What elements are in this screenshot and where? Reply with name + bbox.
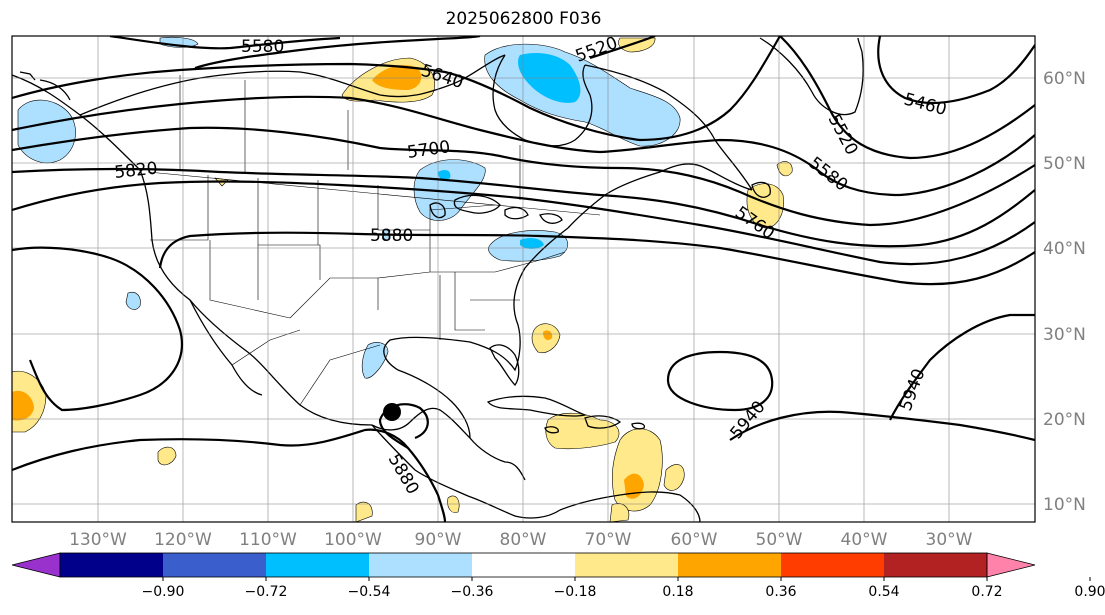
- colorbar-segment: [60, 553, 164, 577]
- contour-5820: [12, 180, 1035, 266]
- lon-label: 40°W: [841, 530, 888, 550]
- colorbar-segment: [678, 553, 782, 577]
- height-contours: [12, 36, 1035, 522]
- lon-label: 80°W: [500, 530, 547, 550]
- lat-label: 10°N: [1043, 495, 1086, 515]
- lon-label: 60°W: [671, 530, 718, 550]
- contour-5520-right: [589, 36, 656, 60]
- lat-label: 30°N: [1043, 325, 1086, 345]
- colorbar-segment: [369, 553, 473, 577]
- lon-label: 30°W: [926, 530, 973, 550]
- contour-5580-top: [109, 36, 341, 50]
- map-frame: [11, 35, 1036, 523]
- neg-anomaly-greatlakes-core: [438, 170, 451, 180]
- lon-label: 70°W: [585, 530, 632, 550]
- map-title: 2025062800 F036: [445, 9, 602, 29]
- colorbar-tick-label: 0.72: [971, 584, 1002, 600]
- pos-anomaly-canada-core: [372, 65, 422, 90]
- lon-label: 110°W: [239, 530, 297, 550]
- contour-5520-left: [194, 36, 481, 70]
- map-area: [12, 36, 1035, 522]
- contour-5760: [12, 167, 1035, 248]
- colorbar-tick-label: 0.36: [765, 584, 796, 600]
- colorbar-under-extension: [11, 552, 61, 578]
- contour-5700: [12, 126, 1035, 227]
- latitude-labels: 60°N 50°N 40°N 30°N 20°N 10°N: [1043, 69, 1086, 515]
- neg-anomaly-gulf: [361, 342, 389, 379]
- lon-label: 120°W: [154, 530, 212, 550]
- lon-label: 130°W: [69, 530, 127, 550]
- pos-anomaly-eastpac-core: [12, 390, 34, 421]
- lat-label: 40°N: [1043, 239, 1086, 259]
- neg-anomaly-pacific: [125, 291, 141, 310]
- lon-label: 100°W: [324, 530, 382, 550]
- colorbar-tick-label: −0.90: [142, 584, 185, 600]
- contour-5880-lower: [12, 428, 447, 522]
- contour-5940-right: [889, 313, 1035, 421]
- colorbar-tick-label: −0.72: [245, 584, 288, 600]
- pos-anomaly-pac2: [157, 446, 177, 466]
- contour-label: 5580: [241, 37, 284, 57]
- pos-anomaly-lesser-antilles: [663, 464, 685, 491]
- contour-5940-low: [729, 410, 1035, 442]
- pos-anomaly-newfoundland: [746, 183, 784, 229]
- contour-5940-ring: [666, 350, 774, 412]
- contour-5580-east: [12, 95, 1035, 197]
- colorbar-over-extension: [986, 552, 1036, 578]
- colorbar-tick-label: 0.90: [1074, 584, 1105, 600]
- contour-label: 5820: [113, 159, 158, 183]
- colorbar-segment: [575, 553, 679, 577]
- colorbar-segment: [163, 553, 267, 577]
- political-borders: [147, 75, 601, 406]
- lat-label: 50°N: [1043, 154, 1086, 174]
- colorbar-segment: [472, 553, 576, 577]
- colorbar-tick-label: −0.36: [451, 584, 494, 600]
- colorbar-tick-label: 0.18: [662, 584, 693, 600]
- pos-anomaly-venezuela: [611, 428, 663, 512]
- longitude-labels: 130°W 120°W 110°W 100°W 90°W 80°W 70°W 6…: [69, 530, 973, 550]
- pos-anomaly-bahamas-core: [543, 330, 553, 340]
- pos-anomaly-greenland: [618, 37, 656, 53]
- graticule: [12, 36, 1035, 522]
- contour-5880: [158, 231, 1035, 286]
- colorbar-tick-label: 0.54: [868, 584, 899, 600]
- contour-5520-east: [779, 36, 1035, 160]
- contour-5880-south: [12, 246, 183, 412]
- lat-label: 20°N: [1043, 410, 1086, 430]
- colorbar: −0.90 −0.72 −0.54 −0.36 −0.18 0.18 0.36 0.54 0.7…: [11, 552, 1105, 600]
- pos-anomaly-atl-small: [776, 161, 793, 177]
- lon-label: 90°W: [415, 530, 462, 550]
- pos-anomaly-sa2: [355, 501, 373, 522]
- colorbar-segment: [266, 553, 370, 577]
- colorbar-segment: [781, 553, 885, 577]
- lat-label: 60°N: [1043, 69, 1086, 89]
- contour-label: 5880: [370, 226, 413, 246]
- coastlines: [12, 37, 864, 522]
- anomaly-shading: [12, 36, 793, 522]
- contour-5640: [12, 36, 781, 142]
- lon-label: 50°W: [756, 530, 803, 550]
- storm-center-marker: [383, 403, 401, 421]
- colorbar-tick-label: −0.18: [554, 584, 597, 600]
- contour-5460: [877, 36, 1035, 105]
- colorbar-outline: [59, 552, 988, 578]
- colorbar-segment: [884, 553, 988, 577]
- neg-anomaly-eastcoast-core: [520, 237, 544, 249]
- colorbar-tick-label: −0.54: [348, 584, 391, 600]
